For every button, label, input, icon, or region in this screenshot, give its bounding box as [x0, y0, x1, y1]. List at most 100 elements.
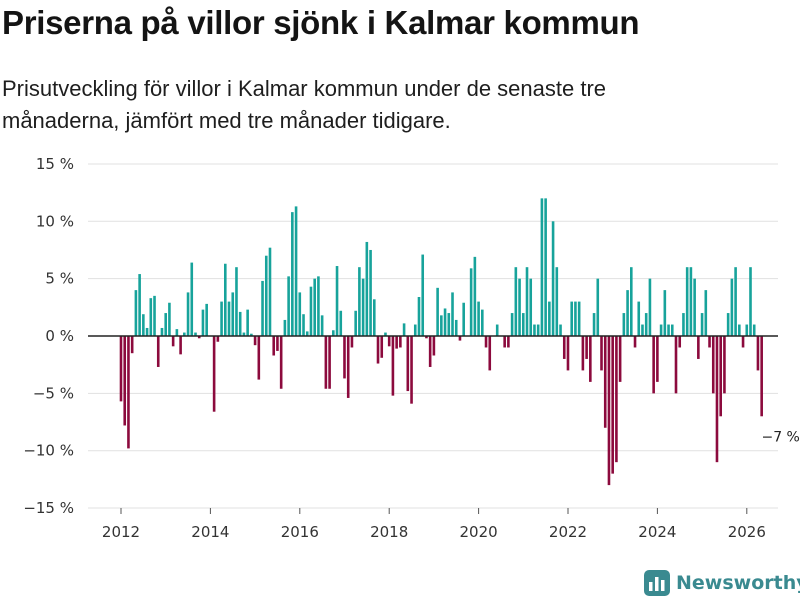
bar [626, 290, 629, 336]
bar [436, 287, 439, 336]
bar [320, 315, 324, 336]
bar [730, 278, 734, 336]
bar [454, 319, 458, 336]
x-tick-label: 2020 [460, 523, 498, 541]
bar [659, 324, 663, 336]
bar [328, 336, 331, 389]
bar [756, 336, 760, 371]
bar [216, 336, 220, 342]
bar [279, 336, 283, 389]
bar [428, 336, 432, 367]
bar [481, 309, 484, 336]
y-tick-label: 10 % [36, 212, 74, 230]
bar [406, 336, 410, 392]
bar [242, 332, 246, 336]
x-tick-label: 2014 [191, 523, 229, 541]
bar [648, 278, 652, 336]
bar [726, 313, 730, 336]
bar [551, 221, 555, 336]
bar [533, 324, 536, 336]
bar [346, 336, 350, 398]
bar [529, 278, 533, 336]
bar [521, 313, 525, 336]
bar [130, 336, 134, 354]
bar [644, 313, 648, 336]
bar [387, 336, 391, 347]
bar [376, 336, 380, 364]
bar [287, 276, 290, 336]
bar [313, 278, 316, 336]
bar [283, 319, 287, 336]
bar [138, 274, 141, 336]
bar [752, 324, 756, 336]
bar [603, 336, 607, 428]
bar [630, 267, 633, 336]
grid-lines [88, 163, 778, 509]
bar [611, 336, 614, 474]
bar [372, 299, 376, 336]
bar [384, 332, 387, 336]
bar [507, 336, 510, 348]
bar [190, 262, 194, 336]
bar [704, 290, 708, 336]
bar [276, 336, 279, 351]
bar [156, 336, 160, 367]
bar [518, 278, 521, 336]
bar [473, 256, 477, 336]
y-tick-label: −5 % [33, 384, 74, 402]
bar [246, 309, 249, 336]
bar [741, 336, 745, 348]
bar [179, 336, 182, 355]
bar [469, 268, 473, 336]
bar [536, 324, 540, 336]
bar [700, 313, 704, 336]
bar [544, 198, 547, 336]
bar [615, 336, 618, 463]
bar [402, 323, 406, 336]
bar [719, 336, 722, 417]
bar [760, 336, 763, 417]
bar [488, 336, 492, 371]
bar [577, 301, 581, 336]
bar [365, 241, 369, 336]
bar [298, 292, 302, 336]
bar [596, 278, 600, 336]
bar [153, 295, 156, 336]
bar [205, 303, 208, 336]
bar [641, 324, 644, 336]
bar [570, 301, 574, 336]
x-tick-label: 2022 [549, 523, 587, 541]
bar [432, 336, 436, 356]
bar [413, 324, 417, 336]
bar-series [119, 198, 763, 486]
bar [689, 267, 693, 336]
bar [142, 314, 145, 336]
bar [458, 336, 462, 341]
bar [607, 336, 611, 486]
x-axis: 2012 2014 2016 2018 2020 2022 2024 2026 [102, 508, 766, 541]
bar [197, 336, 201, 339]
bar [682, 313, 685, 336]
x-tick-label: 2016 [281, 523, 319, 541]
bar [525, 267, 529, 336]
bar [503, 336, 506, 348]
bar [145, 327, 149, 336]
y-tick-label: 5 % [45, 270, 74, 288]
bar [723, 336, 726, 394]
bar [711, 336, 715, 394]
bar [425, 336, 428, 339]
bar [510, 313, 514, 336]
bar [495, 324, 499, 336]
bar [622, 313, 626, 336]
bar [119, 336, 123, 402]
bar [663, 290, 667, 336]
bar [555, 267, 559, 336]
bar [305, 331, 309, 336]
y-tick-label: −10 % [23, 442, 74, 460]
bar [250, 333, 253, 336]
bar [574, 301, 577, 336]
y-tick-label: 15 % [36, 155, 74, 173]
chart-title: Priserna på villor sjönk i Kalmar kommun [2, 4, 640, 41]
bar [201, 309, 205, 336]
bar [294, 206, 298, 336]
